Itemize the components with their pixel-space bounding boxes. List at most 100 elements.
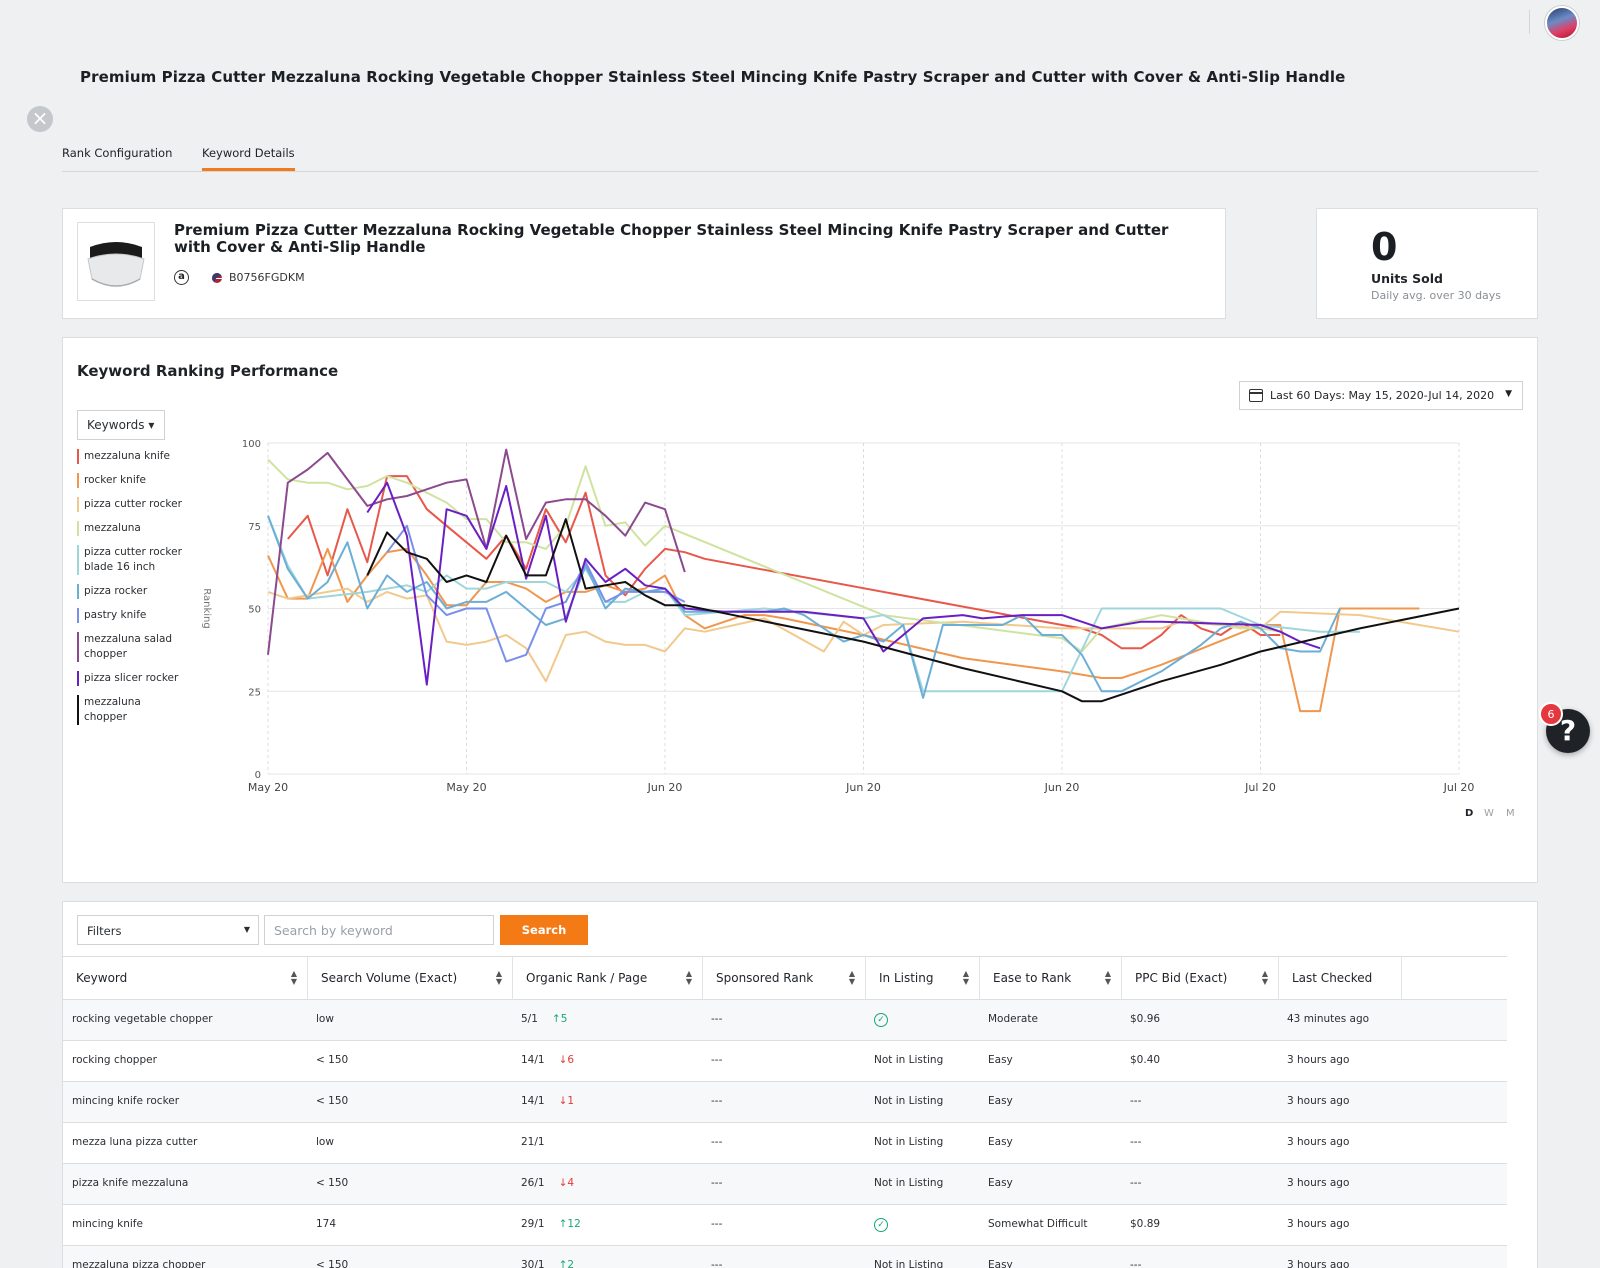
search-volume-cell: < 150 bbox=[316, 1259, 349, 1268]
legend-swatch bbox=[77, 695, 79, 725]
series-line bbox=[267, 448, 686, 655]
filters-label: Filters bbox=[87, 924, 122, 938]
tab-bar: Rank Configuration Keyword Details bbox=[62, 138, 1538, 172]
search-volume-cell: < 150 bbox=[316, 1054, 349, 1066]
last-checked-cell: 43 minutes ago bbox=[1287, 1013, 1370, 1025]
legend-item[interactable]: pizza slicer rocker bbox=[77, 671, 187, 686]
sort-icon[interactable]: ▲ ▼ bbox=[495, 969, 502, 986]
sort-icon[interactable]: ▲ ▼ bbox=[1104, 969, 1111, 986]
search-volume-cell: 174 bbox=[316, 1218, 337, 1230]
rank-change-value: 1 bbox=[567, 1095, 575, 1107]
legend-item[interactable]: mezzaluna knife bbox=[77, 449, 187, 464]
series-line bbox=[267, 547, 1420, 713]
ease-to-rank-cell: Easy bbox=[988, 1136, 1013, 1148]
keyword-cell: pizza knife mezzaluna bbox=[72, 1177, 189, 1189]
keyword-table-card: Filters ▼ Search Keyword▲▼Search Volume … bbox=[62, 901, 1538, 1268]
ease-to-rank-cell: Easy bbox=[988, 1177, 1013, 1189]
arrow-down-icon: ↓1 bbox=[558, 1095, 575, 1107]
date-range-picker[interactable]: Last 60 Days: May 15, 2020-Jul 14, 2020 … bbox=[1239, 381, 1523, 410]
column-header-label: In Listing bbox=[879, 971, 934, 985]
table-row[interactable]: pizza knife mezzaluna < 150 26/1 ↓4 --- Not i… bbox=[63, 1164, 1507, 1205]
y-tick-label: 75 bbox=[248, 522, 261, 533]
product-asin: B0756FGDKM bbox=[229, 271, 305, 284]
tab-rank-configuration[interactable]: Rank Configuration bbox=[62, 146, 173, 160]
legend-swatch bbox=[77, 671, 79, 686]
ease-to-rank-cell: Easy bbox=[988, 1259, 1013, 1268]
ppc-bid-cell: --- bbox=[1130, 1095, 1142, 1107]
caret-down-icon: ▼ bbox=[243, 925, 250, 934]
column-header[interactable]: PPC Bid (Exact) ▲ ▼ bbox=[1122, 957, 1279, 1000]
organic-rank-value: 29/1 bbox=[521, 1218, 545, 1230]
filters-dropdown[interactable]: Filters ▼ bbox=[77, 915, 259, 945]
sort-icon[interactable]: ▲ ▼ bbox=[848, 969, 855, 986]
search-volume-cell: < 150 bbox=[316, 1095, 349, 1107]
table-row[interactable]: mezza luna pizza cutter low 21/1 --- Not in … bbox=[63, 1123, 1507, 1164]
legend-item[interactable]: rocker knife bbox=[77, 473, 187, 488]
organic-rank-cell: 30/1 ↑2 bbox=[521, 1259, 574, 1268]
x-tick-label: Jun 20 bbox=[845, 781, 881, 794]
series-line bbox=[366, 518, 1460, 703]
table-row[interactable]: mincing knife rocker < 150 14/1 ↓1 --- Not in… bbox=[63, 1082, 1507, 1123]
column-header[interactable]: Ease to Rank ▲ ▼ bbox=[980, 957, 1122, 1000]
keywords-dropdown[interactable]: Keywords ▾ bbox=[77, 410, 165, 440]
search-button[interactable]: Search bbox=[500, 915, 588, 945]
column-header-label: Last Checked bbox=[1292, 971, 1373, 985]
legend-item[interactable]: pastry knife bbox=[77, 608, 187, 623]
date-range-label: Last 60 Days: May 15, 2020-Jul 14, 2020 bbox=[1270, 389, 1495, 402]
organic-rank-value: 26/1 bbox=[521, 1177, 545, 1189]
table-row[interactable]: rocking chopper < 150 14/1 ↓6 --- Not in List… bbox=[63, 1041, 1507, 1082]
column-header[interactable]: Organic Rank / Page ▲ ▼ bbox=[513, 957, 703, 1000]
table-row[interactable]: mincing knife 174 29/1 ↑12 --- ✓ Somewhat Diff… bbox=[63, 1205, 1507, 1246]
table-row[interactable]: rocking vegetable chopper low 5/1 ↑5 --- ✓ Mod… bbox=[63, 1000, 1507, 1041]
units-sold-card: 0 Units Sold Daily avg. over 30 days bbox=[1316, 208, 1538, 319]
legend-label: mezzaluna salad chopper bbox=[84, 633, 173, 660]
user-avatar[interactable] bbox=[1545, 6, 1579, 40]
column-header[interactable]: Search Volume (Exact) ▲ ▼ bbox=[308, 957, 513, 1000]
y-axis-label: Ranking bbox=[201, 588, 212, 628]
ease-to-rank-cell: Easy bbox=[988, 1054, 1013, 1066]
granularity-day[interactable]: D bbox=[1465, 808, 1474, 819]
last-checked-cell: 3 hours ago bbox=[1287, 1095, 1350, 1107]
series-line bbox=[267, 515, 1341, 699]
sort-icon[interactable]: ▲ ▼ bbox=[685, 969, 692, 986]
table-row[interactable]: mezzaluna pizza chopper < 150 30/1 ↑2 --- Not… bbox=[63, 1246, 1507, 1268]
granularity-month[interactable]: M bbox=[1506, 808, 1515, 819]
in-listing-cell: Not in Listing bbox=[874, 1136, 944, 1148]
keyword-search-input[interactable] bbox=[264, 915, 494, 945]
arrow-up-icon: ↑12 bbox=[558, 1218, 581, 1230]
legend-item[interactable]: mezzaluna bbox=[77, 521, 187, 536]
check-circle-icon: ✓ bbox=[874, 1013, 888, 1027]
close-icon[interactable]: × bbox=[27, 106, 53, 132]
keyword-cell: mincing knife bbox=[72, 1218, 143, 1230]
legend-item[interactable]: pizza rocker bbox=[77, 584, 187, 599]
x-tick-label: Jun 20 bbox=[1044, 781, 1080, 794]
legend-item[interactable]: mezzaluna salad chopper bbox=[77, 632, 187, 662]
legend-item[interactable]: pizza cutter rocker blade 16 inch bbox=[77, 545, 187, 575]
arrow-up-icon: ↑2 bbox=[559, 1259, 575, 1268]
x-tick-label: Jun 20 bbox=[647, 781, 683, 794]
column-header[interactable]: Last Checked bbox=[1279, 957, 1402, 1000]
sort-icon[interactable]: ▲ ▼ bbox=[290, 969, 297, 986]
legend-item[interactable]: pizza cutter rocker bbox=[77, 497, 187, 512]
x-tick-label: May 20 bbox=[446, 781, 486, 794]
keyword-cell: mezza luna pizza cutter bbox=[72, 1136, 198, 1148]
sponsored-rank-cell: --- bbox=[711, 1054, 723, 1066]
chart-title: Keyword Ranking Performance bbox=[77, 362, 339, 380]
column-header[interactable]: Keyword ▲ ▼ bbox=[63, 957, 308, 1000]
legend-label: rocker knife bbox=[84, 474, 146, 486]
rank-change-value: 12 bbox=[567, 1218, 581, 1230]
search-volume-cell: < 150 bbox=[316, 1177, 349, 1189]
ppc-bid-cell: $0.89 bbox=[1130, 1218, 1161, 1230]
legend-item[interactable]: mezzaluna chopper bbox=[77, 695, 187, 725]
series-line bbox=[267, 458, 1281, 653]
granularity-week[interactable]: W bbox=[1484, 808, 1494, 819]
column-header[interactable]: In Listing ▲ ▼ bbox=[866, 957, 980, 1000]
legend-label: pizza rocker bbox=[84, 585, 148, 597]
legend-label: pastry knife bbox=[84, 609, 147, 621]
sort-icon[interactable]: ▲ ▼ bbox=[962, 969, 969, 986]
table-header: Keyword ▲ ▼ Search Volume (Exact) ▲ ▼ Organic … bbox=[63, 956, 1507, 1000]
organic-rank-value: 30/1 bbox=[521, 1259, 545, 1268]
column-header[interactable]: Sponsored Rank ▲ ▼ bbox=[703, 957, 866, 1000]
tab-keyword-details[interactable]: Keyword Details bbox=[202, 146, 295, 171]
sort-icon[interactable]: ▲ ▼ bbox=[1261, 969, 1268, 986]
